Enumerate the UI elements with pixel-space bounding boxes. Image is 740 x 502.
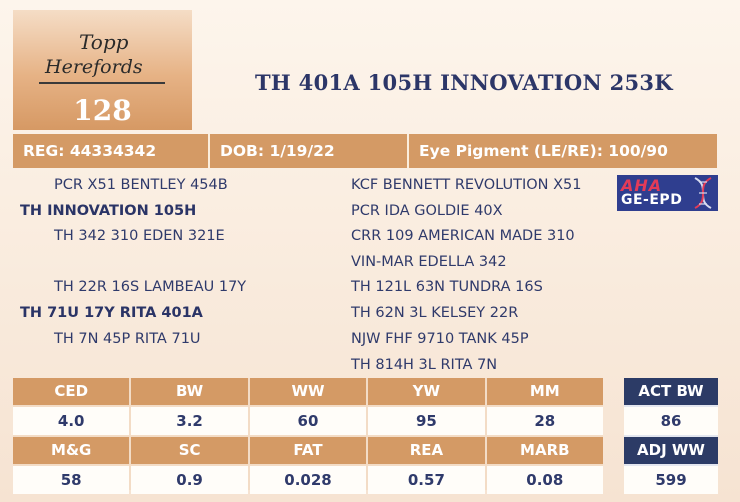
pedigree-right-item: NJW FHF 9710 TANK 45P [351,331,529,347]
dob: DOB: 1/19/22 [210,134,409,168]
act-bw-value: 86 [624,407,718,435]
logo-line-1: Topp [79,30,129,54]
epd-value-mm: 28 [486,407,603,435]
pedigree-dam: TH 71U 17Y RITA 401A [20,305,203,321]
pedigree-right-item: PCR IDA GOLDIE 40X [351,203,503,219]
logo-rule [39,82,165,84]
epd-value-rea: 0.57 [368,466,485,494]
epd-value-bw: 3.2 [131,407,248,435]
pedigree-right-item: CRR 109 AMERICAN MADE 310 [351,228,575,244]
pedigree-right-item: VIN-MAR EDELLA 342 [351,254,507,270]
epd-header-ww: WW [249,378,367,405]
pedigree-right-item: TH 814H 3L RITA 7N [351,357,498,373]
epd-value-mg: 58 [13,466,130,494]
pedigree-right-item: TH 121L 63N TUNDRA 16S [351,279,543,295]
pedigree-sire: TH INNOVATION 105H [20,203,197,219]
pedigree-sire-dam: TH 342 310 EDEN 321E [54,228,225,244]
epd-header-fat: FAT [249,437,367,464]
epd-header-sc: SC [131,437,248,464]
pedigree-dam-dam: TH 7N 45P RITA 71U [54,331,201,347]
epd-value-yw: 95 [368,407,485,435]
epd-value-sc: 0.9 [131,466,248,494]
aha-label: AHA [621,176,663,195]
pedigree-dam-sire: TH 22R 16S LAMBEAU 17Y [54,279,247,295]
reg-number: REG: 44334342 [13,134,210,168]
dna-helix-icon [694,177,712,209]
logo-line-2: Herefords [45,56,143,78]
epd-header-bw: BW [131,378,248,405]
adj-ww-header: ADJ WW [624,437,718,464]
epd-value-ww: 60 [249,407,367,435]
ge-epd-label: GE-EPD [621,192,683,208]
info-bar: REG: 44334342 DOB: 1/19/22 Eye Pigment (… [13,134,717,168]
lot-number: 128 [73,94,132,127]
epd-header-ced: CED [13,378,130,405]
adj-ww-value: 599 [624,466,718,494]
eye-pigment: Eye Pigment (LE/RE): 100/90 [419,142,668,160]
bull-name-title: TH 401A 105H INNOVATION 253K [255,70,673,95]
epd-value-ced: 4.0 [13,407,130,435]
actual-weights-table: ACT BW 86 ADJ WW 599 [624,378,718,494]
pedigree-sire-sire: PCR X51 BENTLEY 454B [54,177,228,193]
epd-header-mg: M&G [13,437,130,464]
epd-header-rea: REA [368,437,485,464]
epd-table: CED BW WW YW MM 4.0 3.2 60 95 28 M&G SC … [13,378,603,494]
act-bw-header: ACT BW [624,378,718,405]
pedigree-right-item: TH 62N 3L KELSEY 22R [351,305,519,321]
epd-value-marb: 0.08 [486,466,603,494]
epd-header-marb: MARB [486,437,603,464]
aha-ge-epd-badge: AHA GE-EPD [617,175,718,211]
epd-header-yw: YW [368,378,485,405]
pedigree-right-item: KCF BENNETT REVOLUTION X51 [351,177,582,193]
topp-herefords-logo: Topp Herefords [39,30,169,90]
epd-header-mm: MM [486,378,603,405]
lot-logo-box: Topp Herefords 128 [13,10,192,130]
epd-value-fat: 0.028 [249,466,367,494]
